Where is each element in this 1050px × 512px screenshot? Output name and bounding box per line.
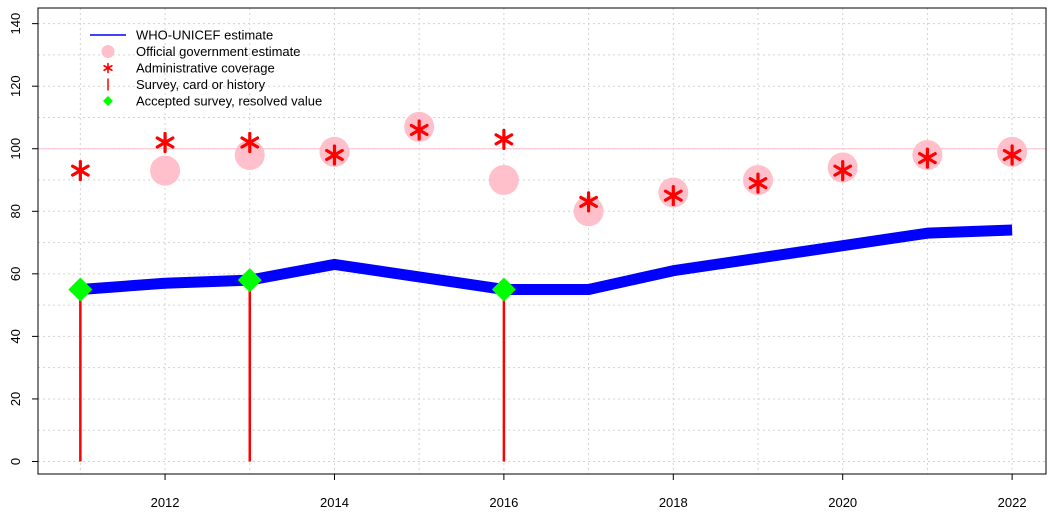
government-estimate-point <box>488 165 519 196</box>
asterisk-stroke <box>70 164 90 177</box>
administrative-coverage-point <box>155 131 175 154</box>
administrative-coverage-point <box>1002 144 1022 166</box>
asterisk-stroke <box>494 133 514 146</box>
legend-label: WHO-UNICEF estimate <box>136 28 273 43</box>
administrative-coverage-point <box>240 131 260 154</box>
asterisk-stroke <box>748 177 768 190</box>
administrative-coverage-point <box>579 191 598 213</box>
accepted-survey-point <box>491 277 516 302</box>
y-tick-label: 40 <box>8 329 23 343</box>
administrative-coverage-point <box>663 185 683 207</box>
accepted-survey-point <box>68 277 93 302</box>
legend-label: Official government estimate <box>136 44 301 59</box>
y-tick-label: 100 <box>8 138 23 160</box>
asterisk-stroke <box>1002 148 1022 162</box>
y-tick-label: 0 <box>8 458 23 465</box>
y-tick-label: 120 <box>8 75 23 97</box>
asterisk-stroke <box>833 164 853 177</box>
asterisk-stroke <box>409 123 429 137</box>
administrative-coverage-layer <box>70 119 1022 213</box>
x-tick-label: 2012 <box>151 495 180 510</box>
government-estimate-point <box>150 155 181 186</box>
y-tick-label: 60 <box>8 267 23 281</box>
legend-diamond-swatch <box>103 96 113 106</box>
survey-layer <box>79 280 506 462</box>
asterisk-stroke <box>155 136 175 149</box>
x-tick-label: 2016 <box>489 495 518 510</box>
administrative-coverage-point <box>70 160 90 182</box>
y-tick-label: 80 <box>8 204 23 218</box>
administrative-coverage-point <box>409 119 429 141</box>
administrative-coverage-point <box>748 172 768 194</box>
asterisk-stroke <box>325 148 344 162</box>
x-tick-label: 2022 <box>998 495 1027 510</box>
x-tick-label: 2018 <box>659 495 688 510</box>
asterisk-stroke <box>918 152 937 165</box>
x-tick-label: 2020 <box>828 495 857 510</box>
wuenic-line-layer <box>79 224 1013 295</box>
legend-circle-swatch <box>101 45 115 58</box>
asterisk-stroke <box>103 64 113 72</box>
legend-label: Survey, card or history <box>136 77 266 92</box>
administrative-coverage-point <box>833 160 853 182</box>
y-tick-label: 140 <box>8 13 23 35</box>
asterisk-stroke <box>579 195 598 209</box>
administrative-coverage-point <box>494 128 514 150</box>
accepted-survey-point <box>237 268 262 293</box>
legend-asterisk-swatch <box>103 62 113 74</box>
asterisk-stroke <box>663 189 683 202</box>
administrative-coverage-point <box>325 144 344 166</box>
administrative-coverage-point <box>918 147 937 169</box>
x-tick-label: 2014 <box>320 495 349 510</box>
legend-label: Administrative coverage <box>136 61 275 76</box>
axes: 2012 2014 2016 2018 2020 2022 0 20 40 60 80 100 120 1… <box>8 13 1027 510</box>
legend-label: Accepted survey, resolved value <box>136 94 322 109</box>
accepted-survey-layer <box>68 268 516 302</box>
asterisk-stroke <box>240 136 260 149</box>
wuenic-estimate-line <box>79 224 1013 295</box>
y-tick-label: 20 <box>8 392 23 406</box>
